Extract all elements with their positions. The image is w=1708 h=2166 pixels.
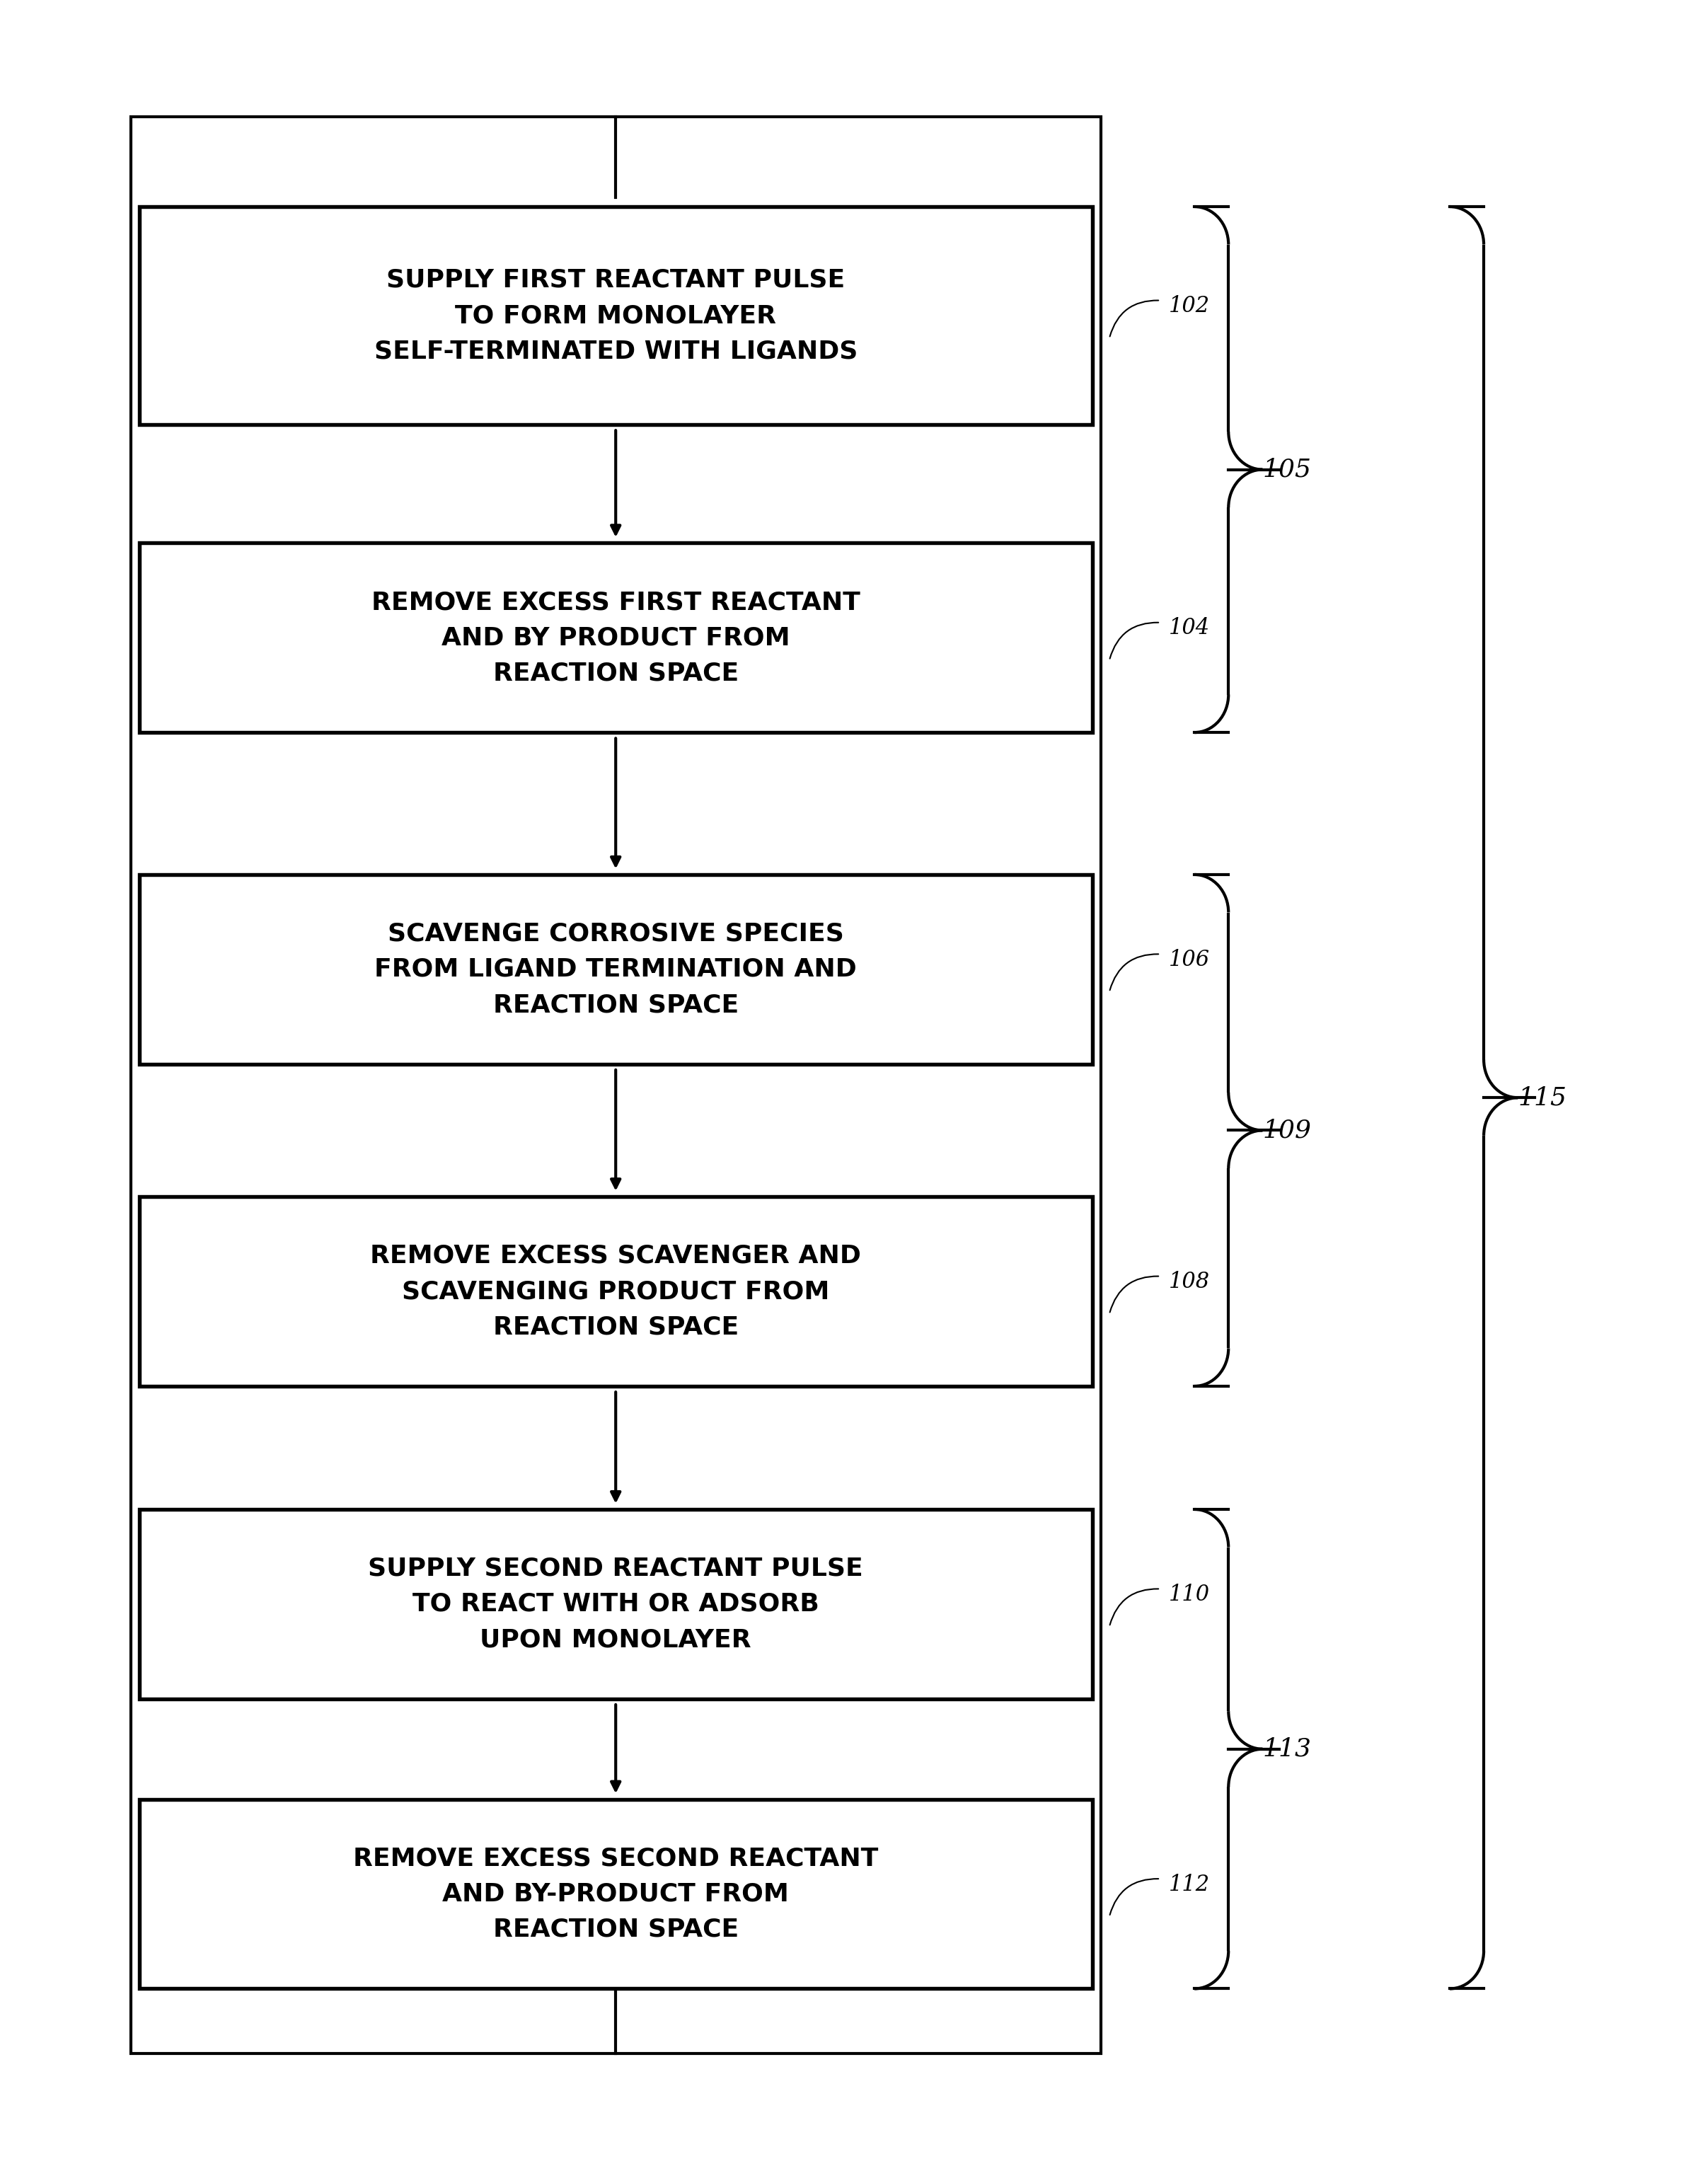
Text: 113: 113: [1262, 1737, 1312, 1761]
Text: 105: 105: [1262, 457, 1312, 481]
Text: REMOVE EXCESS SECOND REACTANT
AND BY-PRODUCT FROM
REACTION SPACE: REMOVE EXCESS SECOND REACTANT AND BY-PRO…: [354, 1845, 878, 1941]
Text: 112: 112: [1168, 1874, 1209, 1895]
Bar: [138, 544, 1093, 732]
Text: 102: 102: [1168, 295, 1209, 316]
Text: SUPPLY FIRST REACTANT PULSE
TO FORM MONOLAYER
SELF-TERMINATED WITH LIGANDS: SUPPLY FIRST REACTANT PULSE TO FORM MONO…: [374, 269, 857, 364]
Text: 109: 109: [1262, 1118, 1312, 1141]
Text: 115: 115: [1518, 1085, 1566, 1109]
Text: 110: 110: [1168, 1583, 1209, 1605]
Text: 104: 104: [1168, 617, 1209, 639]
Bar: [138, 1800, 1093, 1988]
Text: REMOVE EXCESS FIRST REACTANT
AND BY PRODUCT FROM
REACTION SPACE: REMOVE EXCESS FIRST REACTANT AND BY PROD…: [371, 589, 861, 684]
Text: 108: 108: [1168, 1271, 1209, 1293]
Text: REMOVE EXCESS SCAVENGER AND
SCAVENGING PRODUCT FROM
REACTION SPACE: REMOVE EXCESS SCAVENGER AND SCAVENGING P…: [371, 1243, 861, 1339]
Text: 106: 106: [1168, 949, 1209, 970]
Bar: [138, 206, 1093, 425]
Bar: [138, 875, 1093, 1064]
Bar: [138, 1196, 1093, 1386]
Bar: [138, 1510, 1093, 1698]
Bar: [130, 117, 1100, 2053]
Text: SCAVENGE CORROSIVE SPECIES
FROM LIGAND TERMINATION AND
REACTION SPACE: SCAVENGE CORROSIVE SPECIES FROM LIGAND T…: [374, 923, 857, 1016]
Text: SUPPLY SECOND REACTANT PULSE
TO REACT WITH OR ADSORB
UPON MONOLAYER: SUPPLY SECOND REACTANT PULSE TO REACT WI…: [369, 1557, 863, 1653]
